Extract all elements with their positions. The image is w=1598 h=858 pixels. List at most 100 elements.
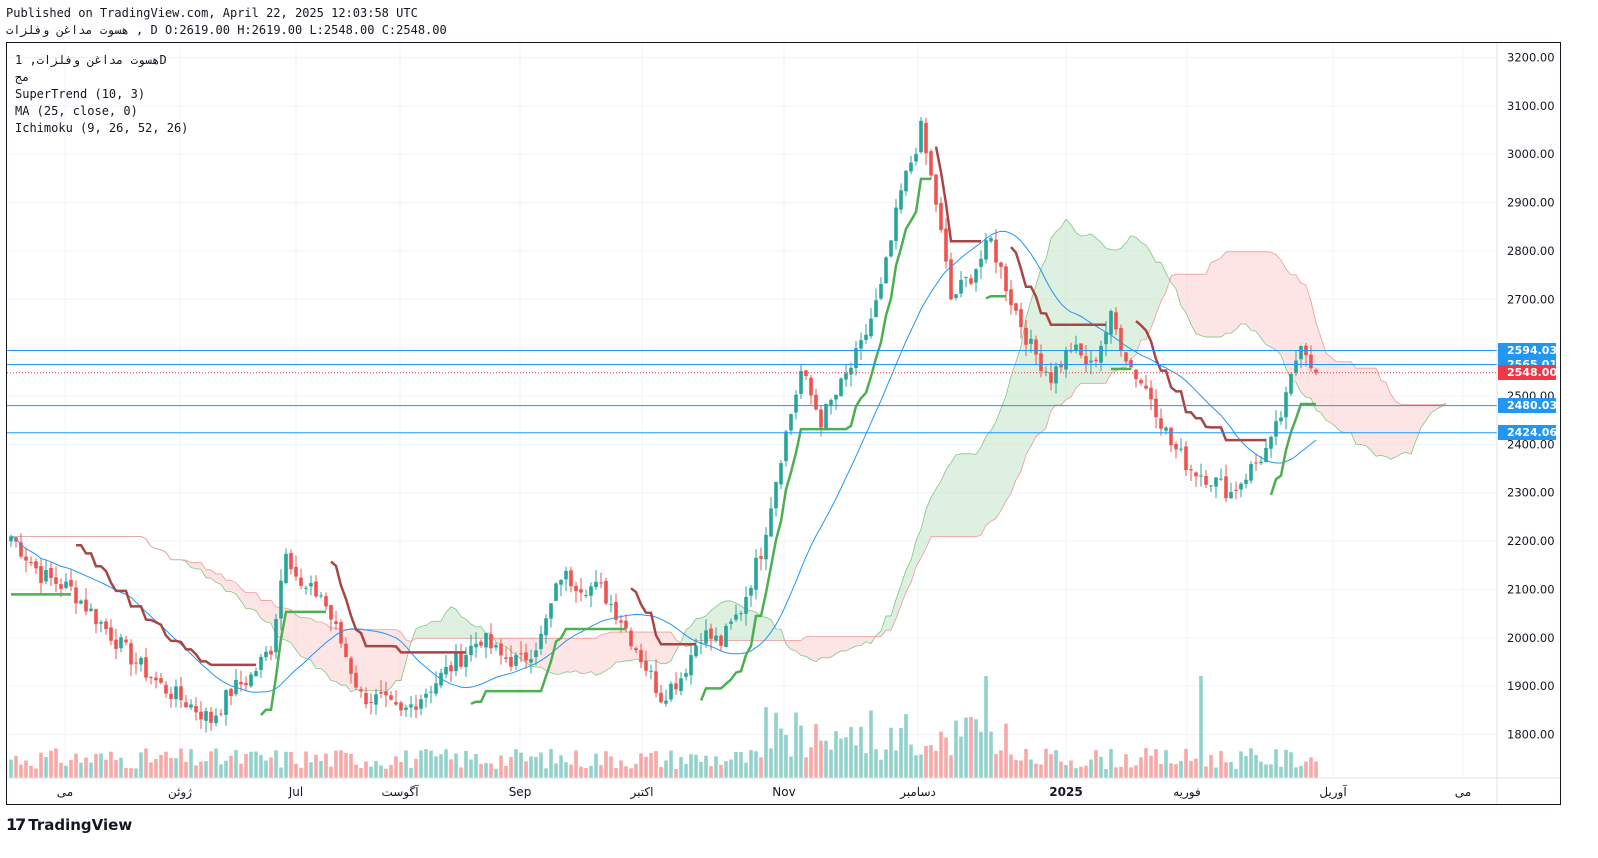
legend-ma[interactable]: MA (25, close, 0)	[15, 104, 138, 118]
candle-body	[779, 463, 783, 485]
cloud-segment	[196, 562, 201, 570]
candle-body	[354, 672, 358, 688]
volume-bar	[649, 752, 653, 778]
candle-body	[384, 691, 388, 696]
volume-bar	[74, 753, 78, 778]
candle-body	[164, 684, 168, 694]
legend-ichimoku[interactable]: Ichimoku (9, 26, 52, 26)	[15, 121, 189, 135]
candle-body	[1249, 464, 1253, 481]
cloud-segment	[836, 636, 841, 654]
cloud-segment	[1211, 260, 1216, 338]
cloud-segment	[621, 632, 626, 662]
candle-body	[314, 581, 318, 597]
volume-bar	[39, 752, 43, 778]
volume-bar	[474, 754, 478, 778]
candle-body	[34, 561, 38, 569]
candle-body	[94, 609, 98, 625]
cloud-segment	[1251, 251, 1256, 332]
cloud-segment	[961, 453, 966, 537]
tradingview-logo[interactable]: 17 TradingView	[6, 815, 132, 834]
cloud-segment	[951, 454, 956, 537]
candle-body	[1049, 372, 1053, 383]
cloud-segment	[771, 619, 776, 641]
cloud-segment	[986, 430, 991, 526]
legend-supertrend[interactable]: SuperTrend (10, 3)	[15, 87, 146, 101]
volume-bar	[914, 755, 918, 778]
y-tick-label: 2100.00	[1507, 582, 1555, 596]
candle-body	[894, 207, 898, 242]
cloud-segment	[886, 615, 891, 631]
legend-symbol[interactable]: هسوت مداغن وفلزات, 1D	[15, 53, 167, 67]
volume-bar	[824, 740, 828, 778]
candle-body	[1279, 417, 1283, 422]
candle-body	[1219, 478, 1223, 480]
candle-body	[969, 278, 973, 284]
cloud-segment	[691, 618, 696, 646]
candle-body	[494, 645, 498, 648]
cloud-segment	[266, 600, 271, 624]
volume-bar	[1314, 761, 1318, 778]
cloud-segment	[791, 640, 796, 651]
volume-bar	[564, 762, 568, 778]
cloud-segment	[1216, 257, 1221, 338]
candle-body	[99, 622, 103, 624]
cloud-segment	[191, 562, 196, 569]
cloud-segment	[1056, 227, 1061, 406]
volume-bar	[1149, 755, 1153, 778]
volume-bar	[594, 753, 598, 778]
volume-bar	[1284, 749, 1288, 778]
candle-body	[899, 190, 903, 210]
candle-body	[1079, 343, 1083, 356]
volume-bar	[784, 734, 788, 778]
cloud-segment	[846, 636, 851, 651]
volume-bar	[759, 757, 763, 778]
candle-body	[24, 556, 28, 561]
volume-bar	[229, 755, 233, 778]
y-tick-label: 1900.00	[1507, 679, 1555, 693]
volume-bar	[544, 768, 548, 778]
volume-bar	[174, 758, 178, 778]
volume-bar	[984, 676, 988, 778]
candle-body	[954, 294, 958, 298]
volume-bar	[239, 763, 243, 778]
volume-bar	[459, 767, 463, 778]
volume-bar	[384, 768, 388, 778]
volume-bar	[1019, 760, 1023, 778]
candle-body	[809, 377, 813, 396]
candle-body	[759, 556, 763, 559]
candle-body	[1139, 380, 1143, 384]
chart-frame[interactable]	[6, 42, 1561, 805]
volume-bar	[644, 756, 648, 778]
candle-body	[489, 634, 493, 649]
candle-body	[109, 627, 113, 641]
volume-bar	[404, 750, 408, 778]
candle-body	[1259, 461, 1263, 464]
candle-body	[204, 711, 208, 721]
cloud-segment	[646, 632, 651, 661]
volume-bar	[734, 751, 738, 778]
volume-bar	[444, 749, 448, 778]
candle-body	[1229, 491, 1233, 499]
cloud-segment	[1396, 401, 1401, 457]
candle-body	[144, 657, 148, 678]
candle-body	[1314, 369, 1318, 373]
volume-bar	[479, 763, 483, 778]
cloud-segment	[756, 611, 761, 641]
volume-bar	[59, 762, 63, 778]
volume-bar	[1044, 748, 1048, 778]
cloud-segment	[426, 621, 431, 639]
candle-body	[1269, 436, 1273, 449]
candle-body	[604, 581, 608, 604]
cloud-segment	[1366, 368, 1371, 451]
cloud-segment	[956, 453, 961, 537]
volume-bar	[224, 760, 228, 778]
candle-body	[679, 678, 683, 692]
candle-body	[1284, 392, 1288, 418]
volume-bar	[1029, 759, 1033, 778]
volume-bar	[1274, 749, 1278, 778]
y-tick-label: 2200.00	[1507, 534, 1555, 548]
cloud-segment	[996, 408, 1001, 519]
candle-body	[994, 239, 998, 263]
candle-body	[704, 630, 708, 644]
